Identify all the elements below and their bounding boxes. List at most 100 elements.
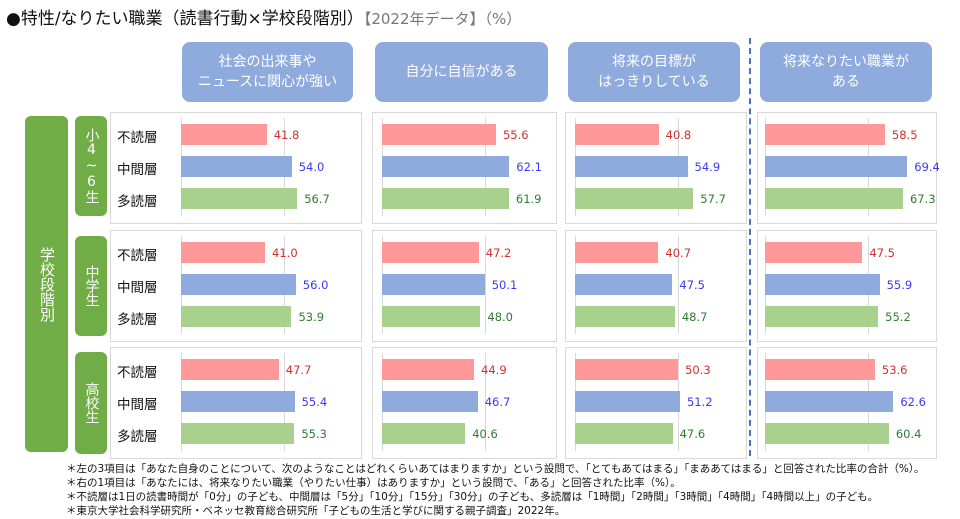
data-label: 40.6 [472, 427, 498, 441]
category-label: 不読層 [117, 248, 158, 264]
bar [575, 188, 694, 209]
bar [765, 274, 880, 295]
data-label: 51.2 [686, 395, 713, 409]
bar [575, 242, 659, 263]
bar [181, 306, 292, 327]
data-label: 47.5 [869, 246, 895, 260]
bar [382, 423, 466, 444]
data-label: 41.8 [273, 128, 300, 142]
bar [181, 423, 295, 444]
bar [181, 156, 292, 177]
bar [575, 423, 673, 444]
data-label: 46.7 [484, 395, 511, 409]
data-label: 55.3 [301, 427, 327, 441]
bar [765, 359, 875, 380]
bar [382, 156, 510, 177]
bar [181, 359, 279, 380]
note-3: ＊不読層は1日の読書時間が「0分」の子ども、中間層は「5分」「10分」「15分」… [66, 491, 879, 503]
group-label: 中学生 [75, 236, 107, 336]
bar [181, 124, 267, 145]
bar [382, 188, 509, 209]
category-label: 不読層 [117, 130, 158, 146]
note-4: ＊東京大学社会科学研究所・ベネッセ教育総合研究所「子どもの生活と学びに関する親子… [66, 505, 566, 517]
bar [765, 242, 863, 263]
data-label: 55.4 [301, 395, 328, 409]
data-label: 53.9 [298, 310, 325, 324]
gridline-50 [677, 236, 679, 334]
bar [181, 274, 296, 295]
data-label: 55.2 [885, 310, 911, 324]
data-label: 48.7 [681, 310, 708, 324]
data-label: 40.7 [665, 246, 692, 260]
group-axis-label: 学校段階別 [25, 116, 68, 452]
category-label: 不読層 [117, 365, 158, 381]
group-label: 小4~6生 [75, 116, 107, 216]
data-label: 47.7 [285, 363, 312, 377]
bar [382, 124, 496, 145]
bar [765, 306, 879, 327]
bar [382, 359, 475, 380]
data-label: 56.7 [304, 192, 330, 206]
data-label: 54.9 [694, 160, 721, 174]
data-label: 47.5 [679, 278, 705, 292]
data-label: 48.0 [487, 310, 513, 324]
data-label: 44.9 [481, 363, 507, 377]
data-label: 58.5 [891, 128, 918, 142]
bar [181, 391, 295, 412]
gridline-50 [484, 353, 486, 451]
note-2: ＊右の1項目は「あなたには、将来なりたい職業（やりたい仕事）はありますか」という… [66, 477, 681, 489]
data-label: 56.0 [302, 278, 329, 292]
panel-header: 将来なりたい職業が ある [760, 42, 932, 102]
category-label: 多読層 [117, 429, 158, 445]
category-label: 中間層 [117, 280, 158, 296]
bar [382, 391, 478, 412]
data-label: 57.7 [700, 192, 726, 206]
bar [575, 124, 659, 145]
data-label: 50.1 [491, 278, 518, 292]
data-label: 47.2 [485, 246, 512, 260]
gridline-50 [484, 236, 486, 334]
data-label: 50.3 [685, 363, 711, 377]
bar [575, 359, 679, 380]
category-label: 中間層 [117, 397, 158, 413]
category-label: 多読層 [117, 194, 158, 210]
bar [181, 188, 298, 209]
bar [575, 274, 673, 295]
data-label: 62.1 [516, 160, 542, 174]
title-subtitle: 【2022年データ】（%） [363, 10, 522, 28]
bar [765, 423, 889, 444]
bar [382, 242, 479, 263]
group-label: 高校生 [75, 352, 107, 454]
panel-header: 自分に自信がある [375, 42, 548, 102]
data-label: 54.0 [298, 160, 325, 174]
data-label: 55.9 [886, 278, 913, 292]
bar [765, 188, 903, 209]
data-label: 60.4 [895, 427, 922, 441]
data-label: 69.4 [914, 160, 940, 174]
panel-header: 社会の出来事や ニュースに関心が強い [182, 42, 353, 102]
data-label: 41.0 [272, 246, 298, 260]
bar [382, 274, 485, 295]
data-label: 55.6 [502, 128, 529, 142]
divider-dashed-line [749, 38, 751, 456]
data-label: 47.6 [679, 427, 706, 441]
data-label: 40.8 [665, 128, 692, 142]
data-label: 67.3 [909, 192, 936, 206]
bar [765, 124, 885, 145]
data-label: 53.6 [881, 363, 908, 377]
bar [575, 391, 680, 412]
category-label: 多読層 [117, 312, 158, 328]
data-label: 62.6 [900, 395, 926, 409]
chart-title: ●特性/なりたい職業（読書行動×学校段階別）【2022年データ】（%） [6, 4, 521, 29]
bar [181, 242, 266, 263]
title-main: ●特性/なりたい職業（読書行動×学校段階別） [6, 9, 364, 29]
bar [382, 306, 481, 327]
bar [765, 391, 894, 412]
data-label: 61.9 [515, 192, 542, 206]
bar [575, 306, 675, 327]
bar [765, 156, 908, 177]
category-label: 中間層 [117, 162, 158, 178]
bar [575, 156, 688, 177]
note-1: ＊左の3項目は「あなた自身のことについて、次のようなことはどれくらいあてはまりま… [66, 463, 925, 475]
panel-header: 将来の目標が はっきりしている [568, 42, 740, 102]
